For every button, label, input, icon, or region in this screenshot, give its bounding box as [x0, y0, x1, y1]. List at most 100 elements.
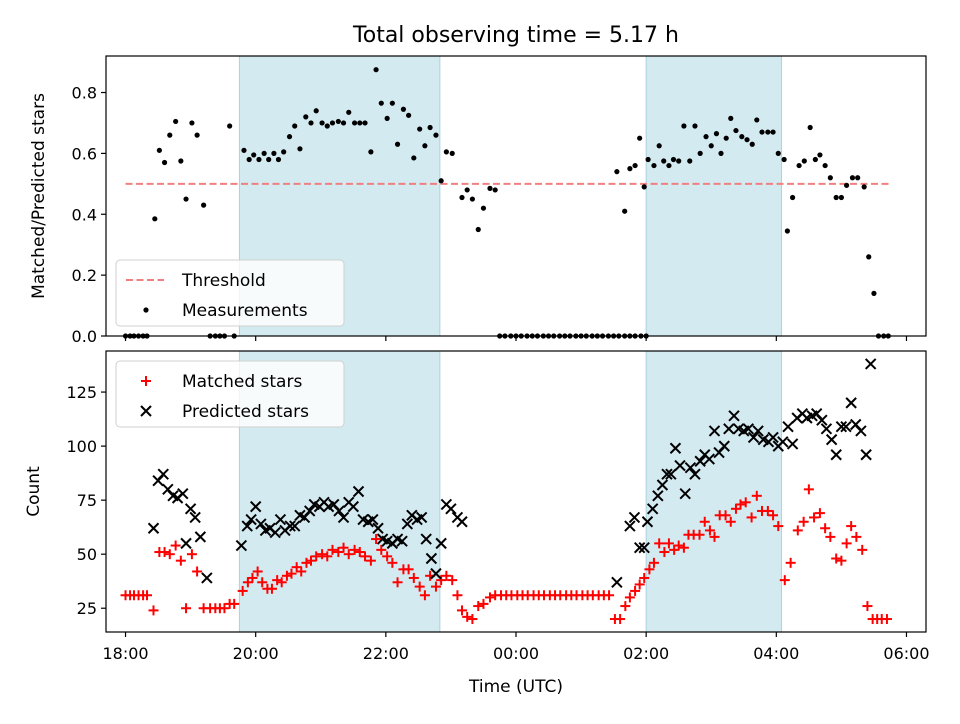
y-tick-label: 125	[66, 383, 97, 402]
data-point	[827, 175, 833, 181]
data-point	[759, 129, 765, 135]
legend-label: Predicted stars	[182, 402, 309, 422]
data-point	[327, 544, 338, 555]
data-point	[255, 518, 267, 530]
top-panel: 0.0 0.2 0.4 0.6 0.8 Matched/Predicted stars Th…	[29, 55, 927, 346]
data-point	[785, 557, 796, 568]
data-point	[624, 592, 635, 603]
data-point	[324, 123, 330, 129]
data-point	[820, 523, 831, 534]
marker-stroke	[684, 462, 697, 474]
data-point	[697, 150, 703, 156]
bottom-panel: 25 50 75 100 125 18:00 20:00 22:00 00:00 02:00 04:…	[24, 350, 930, 697]
data-point	[708, 425, 721, 437]
data-point	[679, 487, 691, 500]
data-point	[430, 567, 442, 580]
data-point	[352, 485, 365, 498]
data-point	[152, 216, 158, 222]
data-point	[844, 182, 850, 188]
data-point	[281, 570, 292, 581]
data-point	[237, 585, 248, 596]
legend-swatch	[143, 307, 149, 313]
data-point	[401, 518, 414, 530]
data-point	[703, 453, 715, 465]
y-tick-label: 100	[66, 437, 97, 456]
legend-box	[115, 360, 345, 428]
data-point	[170, 540, 181, 551]
data-point	[786, 438, 799, 450]
data-point	[723, 423, 735, 435]
marker-stroke	[445, 503, 457, 515]
data-point	[303, 505, 316, 517]
marker-stroke	[328, 498, 340, 511]
data-point	[777, 436, 789, 448]
legend-label: Threshold	[181, 271, 266, 291]
data-point	[676, 158, 682, 164]
data-point	[703, 134, 709, 140]
data-point	[183, 196, 189, 202]
data-point	[634, 579, 645, 590]
data-point	[812, 156, 818, 163]
data-point	[803, 484, 814, 495]
data-point	[414, 581, 425, 592]
marker-stroke	[855, 425, 867, 437]
data-point	[201, 572, 213, 584]
marker-stroke	[269, 526, 281, 539]
x-tick-label: 18:00	[102, 644, 148, 663]
data-point	[286, 134, 293, 140]
marker-stroke	[840, 420, 852, 433]
data-point	[614, 169, 620, 175]
data-point	[247, 572, 258, 583]
marker-stroke	[624, 520, 636, 532]
x-tick-label: 02:00	[623, 644, 669, 663]
data-point	[604, 590, 615, 601]
data-point	[718, 150, 724, 156]
x-axis-label: Time (UTC)	[468, 677, 563, 697]
data-point	[272, 575, 283, 586]
data-point	[430, 581, 441, 592]
data-point	[779, 575, 790, 586]
data-point	[376, 544, 387, 555]
data-point	[699, 516, 710, 527]
data-point	[822, 162, 828, 169]
data-point	[308, 120, 314, 126]
marker-stroke	[284, 520, 296, 532]
data-point	[373, 67, 379, 73]
data-point	[862, 601, 873, 612]
x-tick-label: 20:00	[233, 644, 279, 663]
data-point	[728, 115, 734, 121]
marker-stroke	[633, 541, 646, 554]
data-point	[723, 135, 729, 141]
marker-stroke	[782, 420, 794, 433]
data-point	[464, 187, 470, 193]
data-point	[266, 156, 272, 163]
data-point	[860, 449, 872, 461]
data-point	[266, 583, 277, 594]
data-point	[484, 592, 495, 603]
marker-stroke	[456, 516, 468, 528]
data-point	[473, 601, 484, 612]
data-point	[333, 505, 345, 517]
data-point	[319, 120, 325, 126]
data-point	[175, 555, 186, 566]
marker-stroke	[425, 552, 438, 565]
data-point	[422, 143, 428, 149]
data-point	[365, 555, 376, 566]
data-point	[433, 132, 439, 138]
data-point	[861, 184, 867, 190]
data-point	[443, 149, 449, 155]
data-point	[775, 150, 781, 156]
data-point	[670, 156, 677, 163]
marker-stroke	[162, 483, 174, 496]
data-point	[256, 156, 262, 163]
data-point	[235, 539, 248, 552]
y-tick-label: 50	[77, 545, 97, 564]
marker-stroke	[694, 455, 706, 467]
marker-stroke	[669, 442, 682, 454]
data-point	[360, 551, 371, 562]
data-point	[406, 112, 412, 118]
data-point	[333, 547, 344, 558]
marker-stroke	[241, 520, 253, 532]
data-point	[692, 123, 698, 129]
shaded-band	[645, 350, 783, 633]
